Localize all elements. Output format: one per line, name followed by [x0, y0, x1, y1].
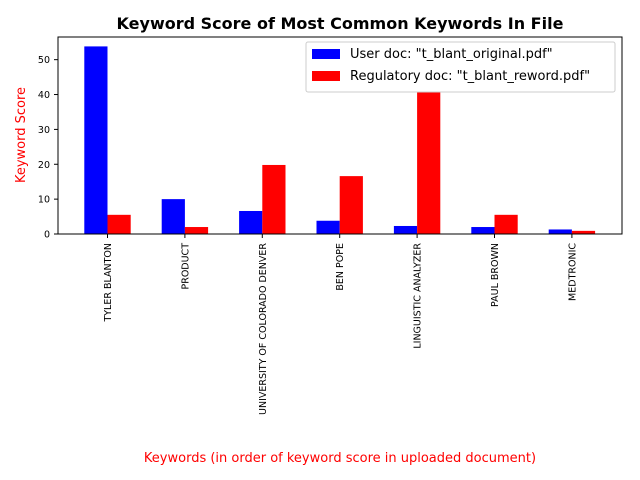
- x-tick-label-2: UNIVERSITY OF COLORADO DENVER: [258, 243, 269, 415]
- legend: User doc: "t_blant_original.pdf" Regulat…: [305, 41, 616, 93]
- y-tick-label-2: 20: [38, 160, 50, 171]
- legend-label-regulatory-doc: Regulatory doc: "t_blant_reword.pdf": [350, 69, 590, 84]
- x-tick-label-0: TYLER BLANTON: [103, 243, 114, 323]
- bars-group: [84, 46, 596, 234]
- bar-user-doc-4: [393, 225, 418, 234]
- x-axis-label: Keywords (in order of keyword score in u…: [144, 451, 536, 466]
- bar-regulatory-doc-6: [571, 230, 596, 234]
- y-tick-label-3: 30: [38, 125, 50, 136]
- x-tick-label-3: BEN POPE: [335, 243, 346, 291]
- x-axis-ticks: TYLER BLANTON PRODUCT UNIVERSITY OF COLORA…: [103, 234, 578, 415]
- x-tick-label-1: PRODUCT: [180, 243, 191, 290]
- bar-regulatory-doc-1: [184, 227, 209, 234]
- bar-user-doc-0: [84, 46, 108, 234]
- x-tick-label-6: MEDTRONIC: [567, 243, 578, 301]
- bar-user-doc-2: [239, 210, 263, 234]
- x-tick-label-5: PAUL BROWN: [490, 243, 501, 307]
- legend-box: [305, 41, 616, 93]
- legend-label-user-doc: User doc: "t_blant_original.pdf": [350, 47, 553, 62]
- x-tick-label-4: LINGUISTIC ANALYZER: [413, 243, 424, 349]
- y-tick-label-4: 40: [38, 90, 50, 101]
- bar-regulatory-doc-2: [262, 164, 286, 234]
- bar-user-doc-3: [316, 220, 340, 234]
- bar-user-doc-6: [548, 229, 572, 234]
- legend-swatch-user-doc: [312, 49, 340, 59]
- y-tick-label-1: 10: [38, 195, 50, 206]
- chart-title: Keyword Score of Most Common Keywords In…: [117, 14, 564, 33]
- y-axis-label: Keyword Score: [14, 87, 29, 183]
- plot-frame: [57, 36, 623, 235]
- legend-swatch-regulatory-doc: [312, 71, 340, 81]
- bar-user-doc-5: [471, 227, 495, 234]
- y-tick-label-5: 50: [38, 55, 50, 66]
- y-tick-label-0: 0: [44, 230, 50, 241]
- y-axis-ticks: 0 10 20 30 40 50: [38, 55, 58, 241]
- bar-regulatory-doc-5: [494, 214, 518, 234]
- bar-regulatory-doc-3: [339, 176, 363, 234]
- bar-regulatory-doc-0: [107, 214, 131, 234]
- bar-user-doc-1: [161, 199, 185, 234]
- bar-regulatory-doc-4: [417, 78, 441, 234]
